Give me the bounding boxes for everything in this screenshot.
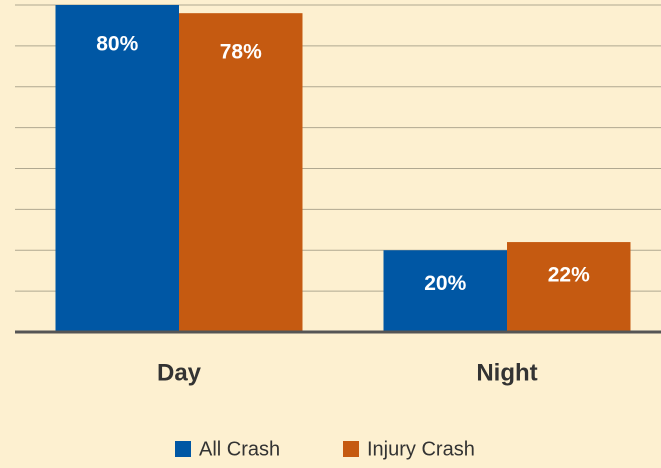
legend-label: All Crash [199,438,280,460]
legend-swatch [175,441,191,457]
value-label: 20% [424,272,466,295]
legend-label: Injury Crash [367,438,475,460]
bar [179,13,303,333]
value-label: 22% [548,264,590,287]
bar [55,5,179,332]
legend-swatch [343,441,359,457]
value-label: 80% [96,33,138,56]
bar [507,242,631,332]
x-tick-label: Night [476,359,537,386]
x-tick-label: Day [157,359,202,386]
value-label: 78% [220,41,262,64]
bar [383,250,507,332]
